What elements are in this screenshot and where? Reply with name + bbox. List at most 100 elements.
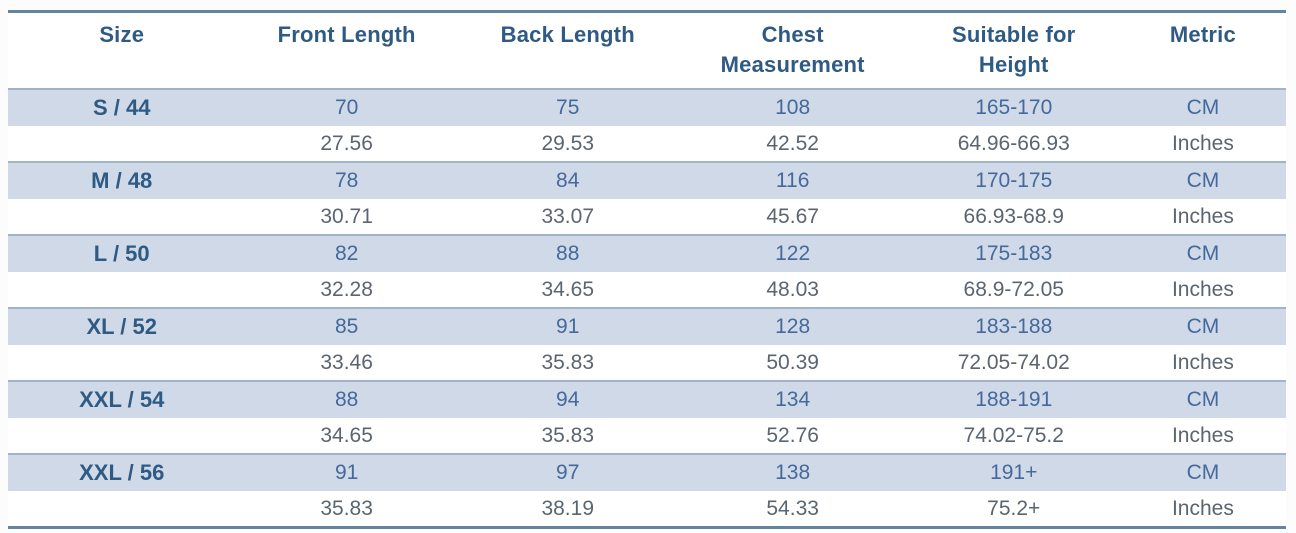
value-cell: 45.67	[677, 198, 908, 235]
column-header-label: Back Length	[500, 22, 635, 47]
value-cell: 70	[235, 88, 458, 126]
size-cell: XL / 52	[8, 307, 236, 345]
value-cell: 91	[235, 453, 458, 491]
column-header-chest-measurement: Chest Measurement	[678, 12, 908, 90]
size-cell	[8, 271, 236, 308]
value-cell: 88	[457, 234, 678, 272]
table-row: XXL / 54 88 94 134 188-191 CM	[8, 380, 1286, 418]
column-header-label: Chest Measurement	[720, 22, 865, 77]
value-cell: 72.05-74.02	[907, 344, 1120, 381]
size-cell: L / 50	[8, 234, 236, 272]
value-cell: 128	[677, 307, 908, 345]
value-cell: 175-183	[907, 234, 1120, 272]
value-cell: 64.96-66.93	[907, 125, 1120, 162]
value-cell: 116	[677, 161, 908, 199]
value-cell: 35.83	[457, 417, 678, 454]
value-cell: 188-191	[907, 380, 1120, 418]
size-cell	[8, 125, 236, 162]
value-cell: 74.02-75.2	[907, 417, 1120, 454]
value-cell: 191+	[907, 453, 1120, 491]
value-cell: 50.39	[677, 344, 908, 381]
table-row: XL / 52 85 91 128 183-188 CM	[8, 307, 1286, 345]
value-cell: 183-188	[907, 307, 1120, 345]
value-cell: CM	[1119, 234, 1286, 272]
table-row: 35.83 38.19 54.33 75.2+ Inches	[8, 490, 1286, 528]
value-cell: 94	[457, 380, 678, 418]
value-cell: 33.07	[457, 198, 678, 235]
value-cell: 134	[677, 380, 908, 418]
value-cell: 42.52	[677, 125, 908, 162]
value-cell: Inches	[1119, 198, 1286, 235]
value-cell: 30.71	[235, 198, 458, 235]
value-cell: 82	[235, 234, 458, 272]
column-header-back-length: Back Length	[458, 12, 678, 90]
column-header-label: Size	[99, 22, 145, 47]
size-cell: S / 44	[8, 88, 236, 126]
size-chart-table: Size Front Length Back Length Chest Meas…	[8, 10, 1286, 529]
value-cell: 75	[457, 88, 678, 126]
value-cell: CM	[1119, 161, 1286, 199]
table-row: L / 50 82 88 122 175-183 CM	[8, 234, 1286, 272]
value-cell: 52.76	[677, 417, 908, 454]
value-cell: 97	[457, 453, 678, 491]
value-cell: 75.2+	[907, 490, 1120, 528]
size-cell: XXL / 54	[8, 380, 236, 418]
value-cell: 84	[457, 161, 678, 199]
size-cell	[8, 198, 236, 235]
value-cell: 32.28	[235, 271, 458, 308]
value-cell: 78	[235, 161, 458, 199]
value-cell: 34.65	[235, 417, 458, 454]
value-cell: Inches	[1119, 490, 1286, 528]
value-cell: 66.93-68.9	[907, 198, 1120, 235]
value-cell: CM	[1119, 88, 1286, 126]
value-cell: 85	[235, 307, 458, 345]
table-row: M / 48 78 84 116 170-175 CM	[8, 161, 1286, 199]
value-cell: 29.53	[457, 125, 678, 162]
value-cell: 165-170	[907, 88, 1120, 126]
value-cell: 35.83	[235, 490, 458, 528]
value-cell: Inches	[1119, 271, 1286, 308]
value-cell: 88	[235, 380, 458, 418]
value-cell: 54.33	[677, 490, 908, 528]
size-cell: M / 48	[8, 161, 236, 199]
size-cell: XXL / 56	[8, 453, 236, 491]
value-cell: 170-175	[907, 161, 1120, 199]
table-row: 32.28 34.65 48.03 68.9-72.05 Inches	[8, 271, 1286, 308]
table-row: XXL / 56 91 97 138 191+ CM	[8, 453, 1286, 491]
value-cell: 48.03	[677, 271, 908, 308]
value-cell: 35.83	[457, 344, 678, 381]
size-cell	[8, 344, 236, 381]
value-cell: Inches	[1119, 125, 1286, 162]
value-cell: CM	[1119, 307, 1286, 345]
table-header: Size Front Length Back Length Chest Meas…	[8, 12, 1286, 90]
value-cell: 108	[677, 88, 908, 126]
value-cell: 34.65	[457, 271, 678, 308]
table-row: 34.65 35.83 52.76 74.02-75.2 Inches	[8, 417, 1286, 454]
table-row: 30.71 33.07 45.67 66.93-68.9 Inches	[8, 198, 1286, 235]
table-row: S / 44 70 75 108 165-170 CM	[8, 88, 1286, 126]
column-header-suitable-height: Suitable for Height	[908, 12, 1120, 90]
value-cell: Inches	[1119, 417, 1286, 454]
value-cell: 91	[457, 307, 678, 345]
value-cell: 38.19	[457, 490, 678, 528]
column-header-label: Suitable for Height	[952, 22, 1076, 77]
table-body: S / 44 70 75 108 165-170 CM 27.56 29.53 42.52 64.…	[8, 88, 1286, 528]
value-cell: 122	[677, 234, 908, 272]
size-cell	[8, 490, 236, 528]
column-header-label: Metric	[1169, 22, 1236, 47]
size-cell	[8, 417, 236, 454]
value-cell: 68.9-72.05	[907, 271, 1120, 308]
value-cell: 138	[677, 453, 908, 491]
value-cell: CM	[1119, 453, 1286, 491]
column-header-front-length: Front Length	[235, 12, 457, 90]
header-row: Size Front Length Back Length Chest Meas…	[8, 12, 1286, 90]
column-header-metric: Metric	[1120, 12, 1286, 90]
column-header-label: Front Length	[277, 22, 416, 47]
column-header-size: Size	[8, 12, 235, 90]
value-cell: 33.46	[235, 344, 458, 381]
value-cell: CM	[1119, 380, 1286, 418]
table-row: 33.46 35.83 50.39 72.05-74.02 Inches	[8, 344, 1286, 381]
table-row: 27.56 29.53 42.52 64.96-66.93 Inches	[8, 125, 1286, 162]
value-cell: 27.56	[235, 125, 458, 162]
